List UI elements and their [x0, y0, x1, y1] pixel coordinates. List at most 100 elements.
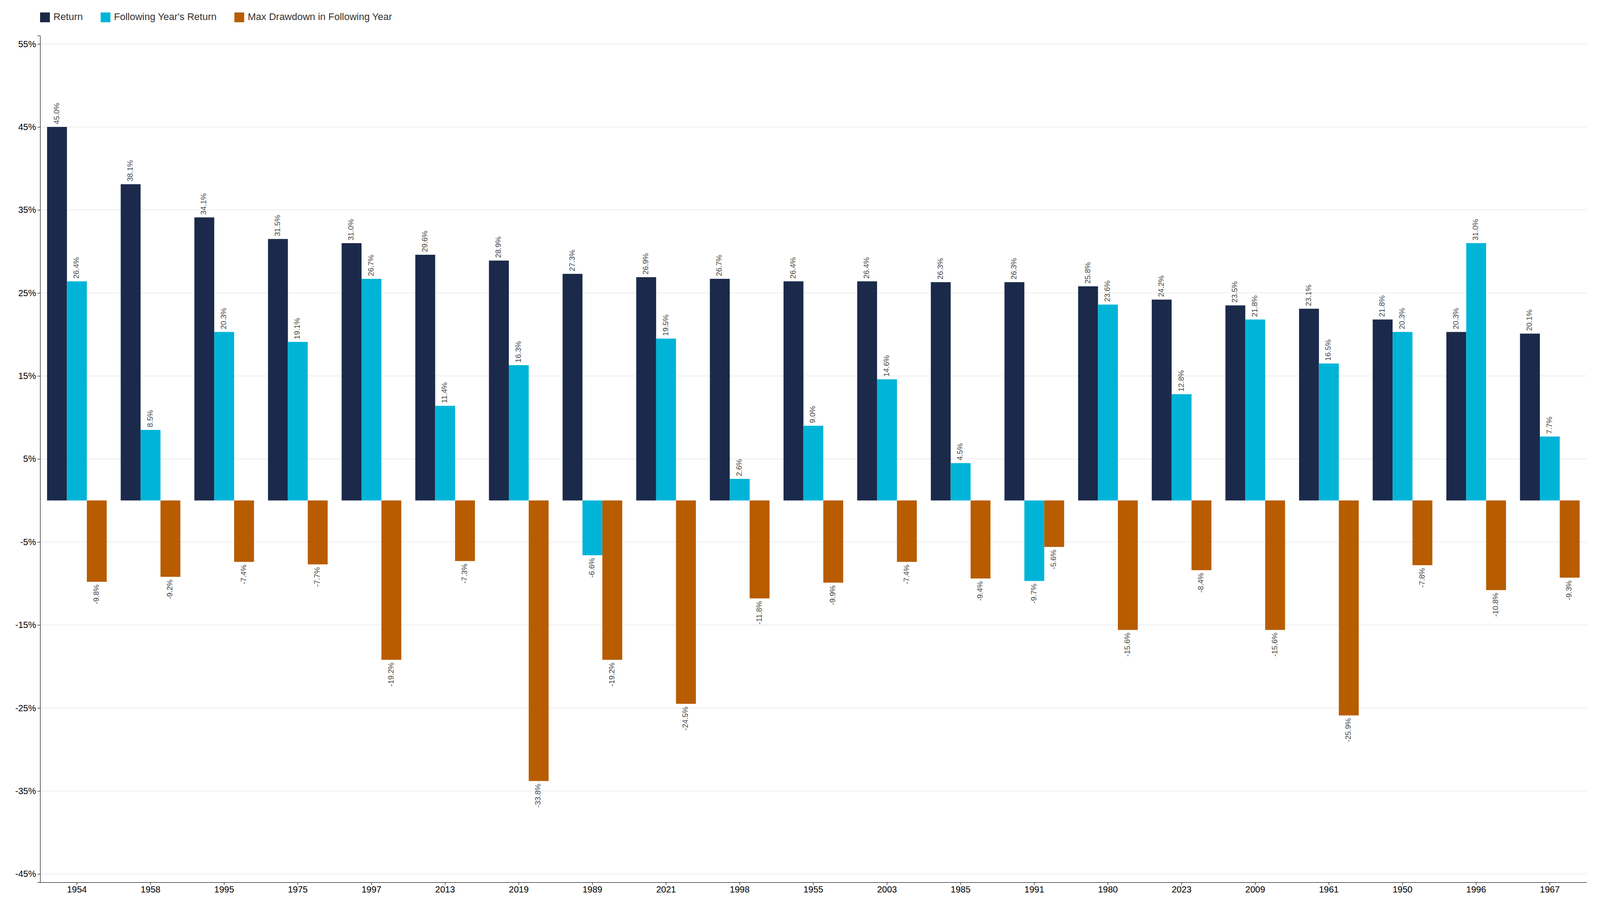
tick-label: 1950: [1392, 884, 1413, 894]
data-label: -7.3%: [460, 563, 469, 584]
bar: [361, 278, 382, 501]
legend-label: Following Year's Return: [113, 11, 217, 23]
data-label: 26.3%: [936, 257, 945, 280]
data-label: -7.4%: [902, 564, 911, 585]
data-label: 19.1%: [292, 317, 302, 340]
bar: [288, 341, 309, 501]
bar: [1151, 299, 1172, 501]
x-tick: 2013: [435, 881, 456, 894]
x-tick: 2003: [877, 881, 898, 894]
x-tick: 1985: [950, 881, 971, 894]
tick-label: -25%: [15, 702, 37, 713]
bar: [803, 425, 824, 501]
legend-item: Return: [40, 11, 83, 23]
grid-line: [40, 873, 1587, 874]
tick-mark: [37, 624, 41, 626]
data-label: -7.7%: [312, 566, 322, 587]
bar: [656, 338, 677, 500]
x-tick: 1950: [1392, 881, 1413, 894]
bar: [268, 239, 289, 501]
bar: [636, 276, 657, 500]
bar: [66, 281, 87, 501]
tick-label: -35%: [15, 785, 37, 796]
bar: [1466, 243, 1487, 501]
bar: [415, 254, 436, 501]
data-label: -9.7%: [1029, 583, 1039, 603]
bar: [1171, 393, 1192, 501]
data-label: 25.8%: [1083, 262, 1093, 284]
grid: [40, 44, 1587, 874]
data-label: 19.5%: [661, 314, 671, 336]
tick-mark: [37, 292, 41, 294]
data-label: -19.2%: [607, 662, 617, 687]
y-tick: 45%: [18, 121, 41, 132]
bar: [856, 281, 878, 501]
tick-label: -15%: [15, 619, 37, 630]
data-label: 27.3%: [568, 249, 577, 272]
x-tick: 1998: [729, 881, 750, 894]
bar: [1392, 331, 1413, 500]
data-label: 20.3%: [219, 307, 228, 329]
data-label: 38.1%: [125, 159, 135, 182]
bar: [1004, 282, 1025, 501]
y-tick: 5%: [23, 453, 41, 464]
bar: [508, 365, 529, 501]
tick-label: 1997: [361, 884, 382, 894]
data-label: -7.8%: [1417, 567, 1427, 588]
data-label: 9.0%: [808, 405, 817, 423]
data-label: 28.9%: [494, 236, 503, 258]
x-tick: 1958: [140, 881, 161, 894]
data-label: 26.7%: [366, 254, 376, 277]
x-tick: 1989: [582, 881, 603, 894]
y-tick: -5%: [20, 536, 41, 547]
tick-label: 1955: [803, 884, 824, 894]
bar: [823, 500, 844, 583]
data-labels: 45.0%38.1%34.1%31.5%31.0%29.6%28.9%27.3%…: [52, 102, 1574, 808]
data-label: -9.9%: [828, 584, 837, 605]
x-tick: 1980: [1097, 881, 1118, 894]
bar: [160, 500, 181, 577]
x-tick: 1997: [361, 881, 382, 894]
bar: [1519, 333, 1540, 501]
grid-line: [40, 126, 1587, 128]
bar-series: [86, 500, 1580, 781]
tick-label: 1975: [288, 884, 309, 894]
bar: [341, 243, 362, 501]
bar: [528, 500, 549, 781]
x-tick: 1975: [288, 881, 309, 894]
tick-label: 15%: [18, 370, 37, 381]
data-label: 7.7%: [1545, 416, 1554, 434]
bar: [1117, 500, 1138, 630]
bar: [234, 500, 255, 562]
y-tick: 35%: [18, 204, 41, 215]
data-label: 4.5%: [955, 442, 965, 461]
bar: [1097, 304, 1118, 501]
legend-swatch: [100, 12, 111, 23]
bar: [562, 273, 583, 501]
tick-label: -45%: [15, 868, 37, 879]
tick-label: 55%: [18, 39, 37, 49]
data-label: -5.6%: [1049, 549, 1058, 569]
axis-domain: [37, 36, 41, 883]
bar: [454, 500, 476, 561]
data-label: 21.8%: [1250, 295, 1259, 317]
tick-mark: [37, 458, 41, 460]
y-tick: 25%: [18, 288, 41, 298]
bar: [1245, 319, 1266, 500]
bar: [86, 500, 107, 582]
bar: [140, 429, 161, 500]
tick-label: 2023: [1171, 884, 1192, 894]
bar: [1446, 331, 1467, 500]
bar: [435, 405, 456, 500]
data-label: 26.7%: [714, 254, 724, 277]
y-axis: -45% -35% -25% -15% -5% 5% 15% 25% 35% 45% 55%: [15, 36, 41, 883]
data-label: 26.9%: [641, 252, 650, 275]
bar: [877, 379, 898, 501]
grid-line: [40, 43, 1587, 45]
data-label: 23.5%: [1230, 281, 1239, 303]
data-label: 11.4%: [440, 381, 449, 403]
bar: [1412, 500, 1433, 565]
bar: [582, 500, 603, 556]
data-label: 20.1%: [1525, 309, 1534, 331]
tick-label: 1958: [140, 884, 161, 894]
